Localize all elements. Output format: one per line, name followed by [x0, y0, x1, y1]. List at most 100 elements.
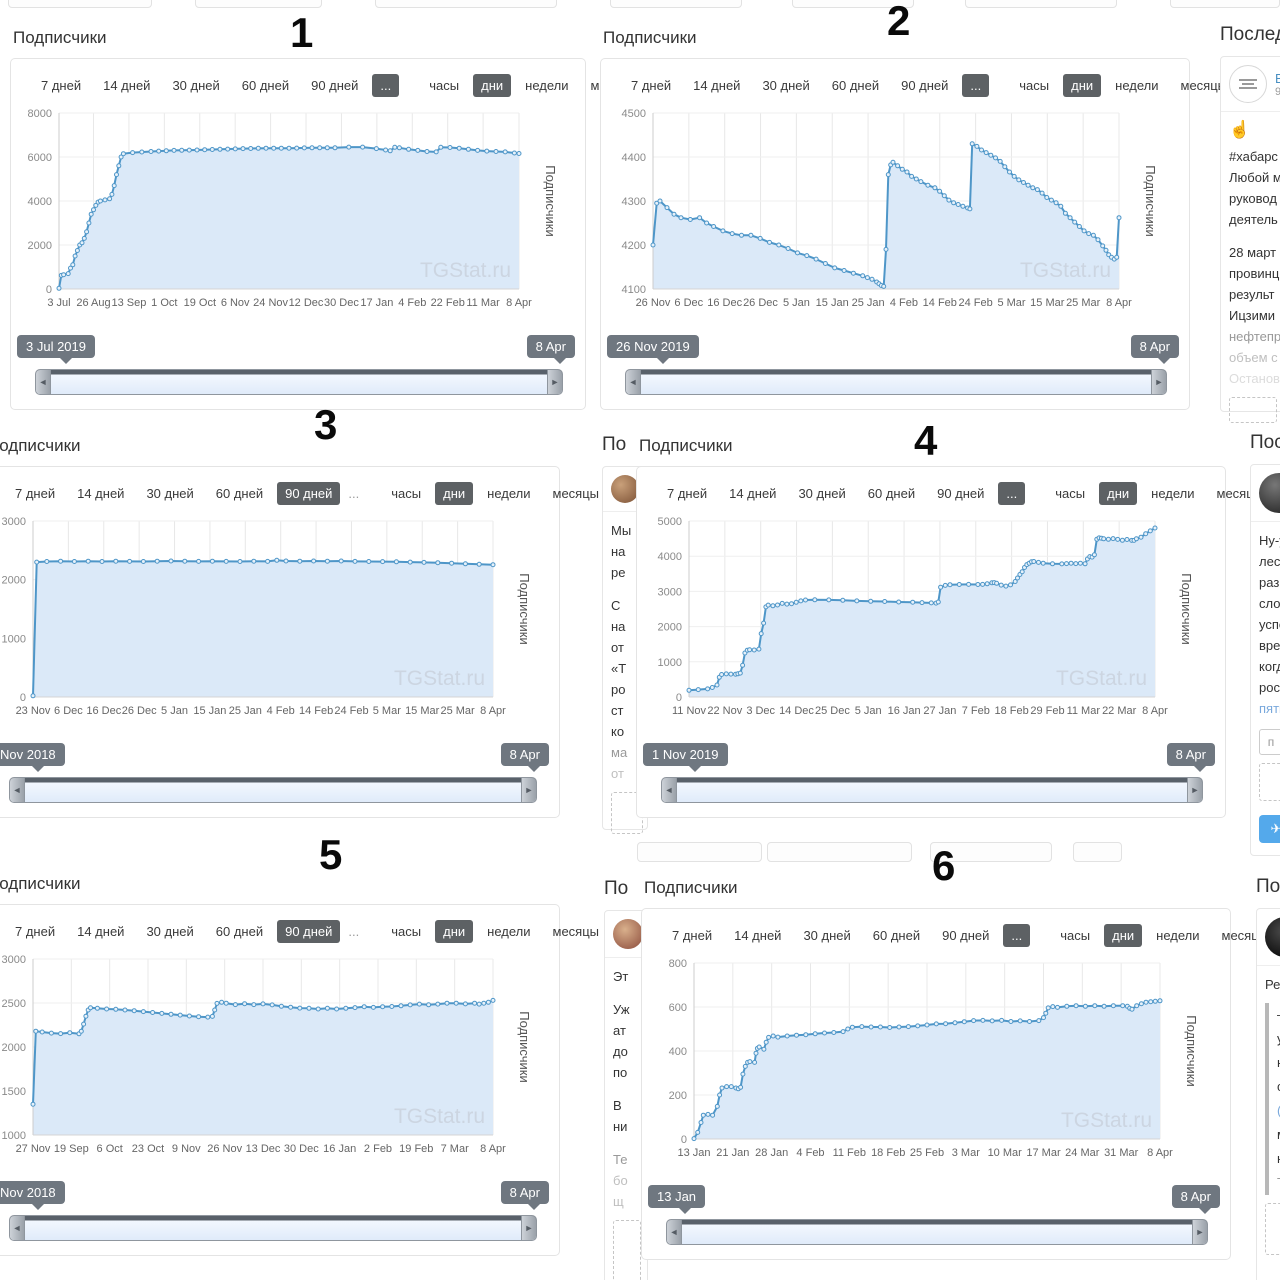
range-button-...[interactable]: ... [962, 74, 990, 97]
range-button-недели[interactable]: недели [1151, 486, 1195, 501]
range-button-30 дней[interactable]: 30 дней [146, 486, 194, 501]
time-range-slider[interactable]: 1 Nov 2019 8 Apr ◄ ► [643, 743, 1215, 803]
range-button-дни[interactable]: дни [435, 482, 474, 505]
post-text-fragment: Ицзими [1229, 308, 1276, 323]
range-button-месяцы[interactable]: месяцы [552, 486, 600, 501]
range-button-60 дней[interactable]: 60 дней [872, 928, 921, 943]
line-chart[interactable]: TGStat.ru 1000 1500 2000 2500 3000 27 Nov 19 Se… [0, 949, 543, 1170]
range-button-7 дней[interactable]: 7 дней [672, 928, 713, 943]
range-button-часы[interactable]: часы [429, 78, 460, 93]
range-button-7 дней[interactable]: 7 дней [631, 78, 672, 93]
range-button-30 дней[interactable]: 30 дней [172, 78, 220, 93]
slider-handle-right[interactable]: ► [1187, 778, 1202, 802]
slider-handle-left[interactable]: ◄ [662, 778, 677, 802]
range-button-30 дней[interactable]: 30 дней [803, 928, 851, 943]
range-button-90 дней[interactable]: 90 дней [277, 482, 341, 505]
range-button-недели[interactable]: недели [525, 78, 569, 93]
range-button-90 дней[interactable]: 90 дней [277, 920, 341, 943]
channel-name-link[interactable]: В [1275, 70, 1280, 86]
range-button-14 дней[interactable]: 14 дней [103, 78, 151, 93]
post-link[interactable]: пяти [1259, 701, 1280, 716]
range-button-90 дней[interactable]: 90 дней [311, 78, 359, 93]
time-range-slider[interactable]: 13 Jan 8 Apr ◄ ► [648, 1185, 1220, 1245]
comment-input-placeholder[interactable] [1265, 1203, 1280, 1255]
range-button-месяцы[interactable]: месяцы [552, 924, 600, 939]
slider-handle-right[interactable]: ► [521, 1216, 536, 1240]
range-button-7 дней[interactable]: 7 дней [667, 486, 708, 501]
range-button-30 дней[interactable]: 30 дней [762, 78, 810, 93]
range-button-90 дней[interactable]: 90 дней [937, 486, 985, 501]
slider-handle-left[interactable]: ◄ [667, 1220, 682, 1244]
slider-track[interactable]: ◄ ► [9, 1215, 537, 1241]
time-range-slider[interactable]: Nov 2018 8 Apr ◄ ► [0, 1181, 549, 1241]
line-chart[interactable]: TGStat.ru 0 200 400 600 800 13 Jan 21 Jan 28 Jan… [648, 953, 1214, 1174]
range-button-...[interactable]: ... [348, 486, 360, 501]
range-button-60 дней[interactable]: 60 дней [867, 486, 916, 501]
comment-input-placeholder[interactable] [1229, 397, 1277, 423]
range-button-30 дней[interactable]: 30 дней [798, 486, 846, 501]
range-button-часы[interactable]: часы [1055, 486, 1086, 501]
slider-handle-left[interactable]: ◄ [10, 1216, 25, 1240]
range-button-60 дней[interactable]: 60 дней [215, 924, 264, 939]
slider-handle-left[interactable]: ◄ [36, 370, 51, 394]
line-chart[interactable]: TGStat.ru 0 2000 4000 6000 8000 3 Jul 26 Aug 13 … [17, 103, 569, 324]
range-button-60 дней[interactable]: 60 дней [831, 78, 880, 93]
range-button-14 дней[interactable]: 14 дней [77, 924, 125, 939]
slider-handle-left[interactable]: ◄ [10, 778, 25, 802]
slider-start-label: 1 Nov 2019 [643, 743, 728, 772]
slider-track[interactable]: ◄ ► [625, 369, 1167, 395]
range-button-недели[interactable]: недели [487, 924, 531, 939]
range-button-дни[interactable]: дни [435, 920, 474, 943]
range-button-90 дней[interactable]: 90 дней [901, 78, 949, 93]
slider-track[interactable]: ◄ ► [661, 777, 1203, 803]
range-button-14 дней[interactable]: 14 дней [734, 928, 782, 943]
svg-text:0: 0 [681, 1134, 687, 1146]
slider-track[interactable]: ◄ ► [35, 369, 563, 395]
range-button-часы[interactable]: часы [1019, 78, 1050, 93]
share-button[interactable]: ✈ [1259, 815, 1280, 843]
range-button-30 дней[interactable]: 30 дней [146, 924, 194, 939]
range-button-дни[interactable]: дни [1063, 74, 1102, 97]
range-button-дни[interactable]: дни [473, 74, 512, 97]
range-button-14 дней[interactable]: 14 дней [77, 486, 125, 501]
range-button-недели[interactable]: недели [1156, 928, 1200, 943]
slider-handle-right[interactable]: ► [1151, 370, 1166, 394]
range-button-дни[interactable]: дни [1104, 924, 1143, 947]
range-button-7 дней[interactable]: 7 дней [15, 924, 56, 939]
range-button-часы[interactable]: часы [391, 924, 422, 939]
slider-track[interactable]: ◄ ► [666, 1219, 1208, 1245]
time-range-slider[interactable]: Nov 2018 8 Apr ◄ ► [0, 743, 549, 803]
range-button-90 дней[interactable]: 90 дней [942, 928, 990, 943]
slider-handle-left[interactable]: ◄ [626, 370, 641, 394]
range-button-...[interactable]: ... [372, 74, 400, 97]
range-button-...[interactable]: ... [1003, 924, 1031, 947]
annotation-number-2: 2 [887, 0, 911, 44]
slider-handle-right[interactable]: ► [521, 778, 536, 802]
range-button-7 дней[interactable]: 7 дней [15, 486, 56, 501]
comment-input-placeholder[interactable] [613, 1220, 641, 1280]
range-button-часы[interactable]: часы [1060, 928, 1091, 943]
slider-handle-right[interactable]: ► [1192, 1220, 1207, 1244]
line-chart[interactable]: TGStat.ru 4100 4200 4300 4400 4500 26 Nov 6 Dec… [607, 103, 1173, 324]
range-button-часы[interactable]: часы [391, 486, 422, 501]
line-chart[interactable]: TGStat.ru 0 1000 2000 3000 4000 5000 11 Nov 22 N… [643, 511, 1209, 732]
range-button-дни[interactable]: дни [1099, 482, 1138, 505]
slider-handle-right[interactable]: ► [547, 370, 562, 394]
range-button-60 дней[interactable]: 60 дней [241, 78, 290, 93]
range-button-7 дней[interactable]: 7 дней [41, 78, 82, 93]
time-range-slider[interactable]: 3 Jul 2019 8 Apr ◄ ► [17, 335, 575, 395]
time-range-slider[interactable]: 26 Nov 2019 8 Apr ◄ ► [607, 335, 1179, 395]
range-button-...[interactable]: ... [998, 482, 1026, 505]
range-button-60 дней[interactable]: 60 дней [215, 486, 264, 501]
range-button-14 дней[interactable]: 14 дней [729, 486, 777, 501]
range-button-недели[interactable]: недели [1115, 78, 1159, 93]
line-chart[interactable]: TGStat.ru 0 1000 2000 3000 23 Nov 6 Dec 16 Dec 2… [0, 511, 543, 732]
range-button-месяцы[interactable]: месяцы [1180, 78, 1228, 93]
range-button-недели[interactable]: недели [487, 486, 531, 501]
range-button-...[interactable]: ... [348, 924, 360, 939]
comment-input-placeholder[interactable] [1259, 763, 1280, 801]
slider-track[interactable]: ◄ ► [9, 777, 537, 803]
reaction-input[interactable]: п [1259, 729, 1280, 755]
range-button-14 дней[interactable]: 14 дней [693, 78, 741, 93]
post-text-fragment: лес [1259, 554, 1280, 569]
